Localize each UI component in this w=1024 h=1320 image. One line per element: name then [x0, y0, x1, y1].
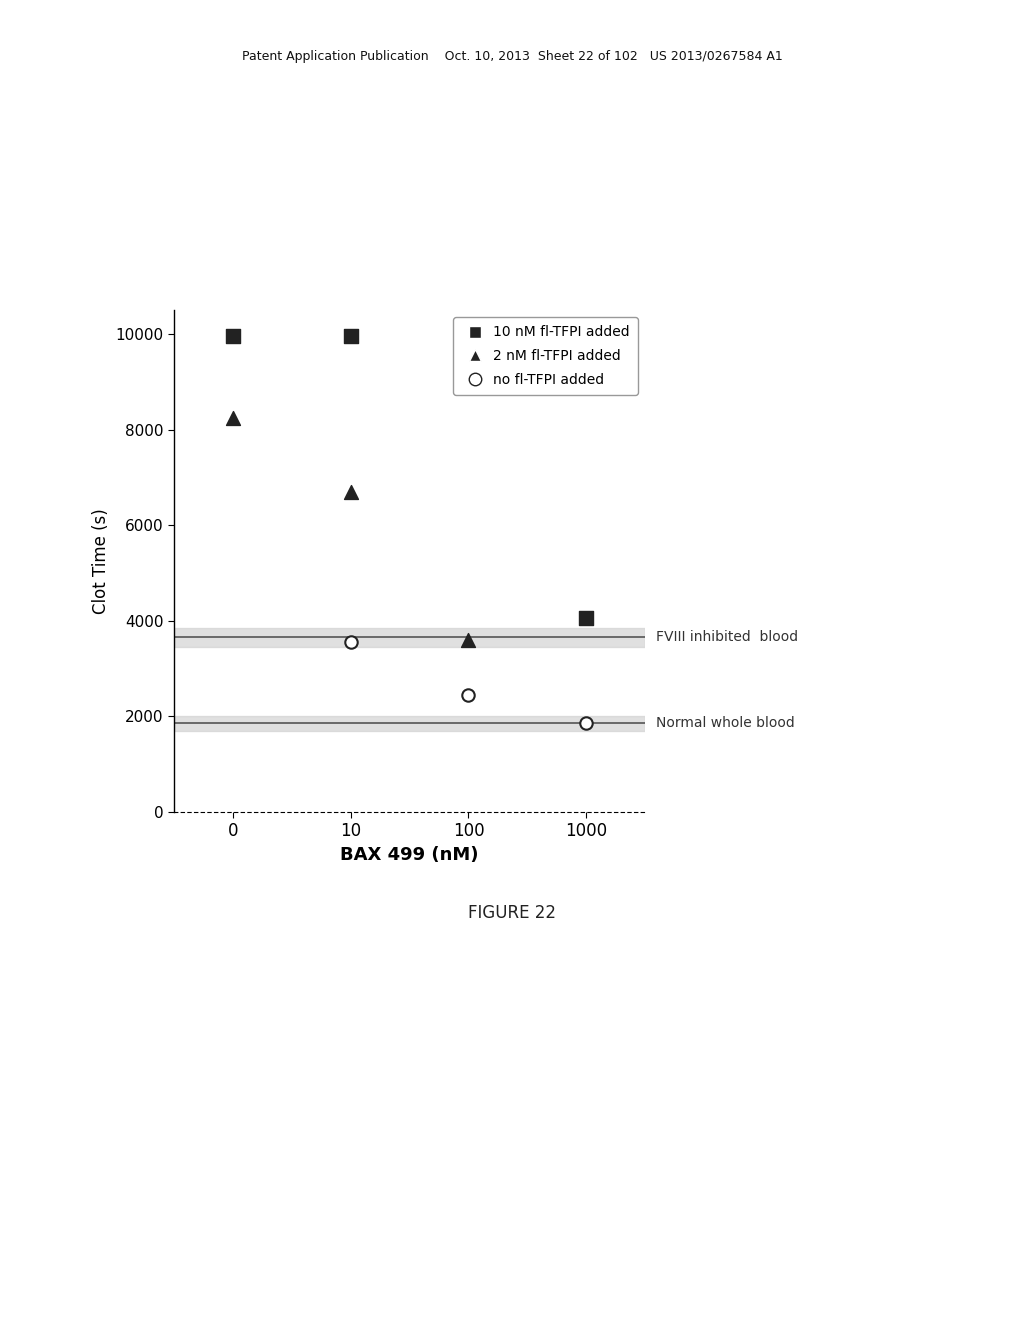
10 nM fl-TFPI added [461, 367, 477, 388]
Bar [174, 628, 645, 647]
10 nM fl-TFPI added [225, 326, 242, 347]
Text: FVIII inhibited  blood: FVIII inhibited blood [656, 631, 799, 644]
10 nM fl-TFPI added [342, 326, 359, 347]
2 nM fl-TFPI added [225, 407, 242, 428]
Legend: 10 nM fl-TFPI added, 2 nM fl-TFPI added, no fl-TFPI added: 10 nM fl-TFPI added, 2 nM fl-TFPI added,… [453, 317, 638, 395]
Text: Patent Application Publication    Oct. 10, 2013  Sheet 22 of 102   US 2013/02675: Patent Application Publication Oct. 10, … [242, 50, 782, 63]
no fl-TFPI added [342, 632, 359, 653]
Y-axis label: Clot Time (s): Clot Time (s) [92, 508, 110, 614]
no fl-TFPI added [578, 713, 594, 734]
2 nM fl-TFPI added [342, 482, 359, 503]
Text: Normal whole blood: Normal whole blood [656, 717, 795, 730]
Bar [174, 717, 645, 730]
2 nM fl-TFPI added [461, 630, 477, 651]
10 nM fl-TFPI added [578, 607, 594, 628]
X-axis label: BAX 499 (nM): BAX 499 (nM) [340, 846, 479, 863]
Text: FIGURE 22: FIGURE 22 [468, 904, 556, 923]
no fl-TFPI added [461, 684, 477, 705]
